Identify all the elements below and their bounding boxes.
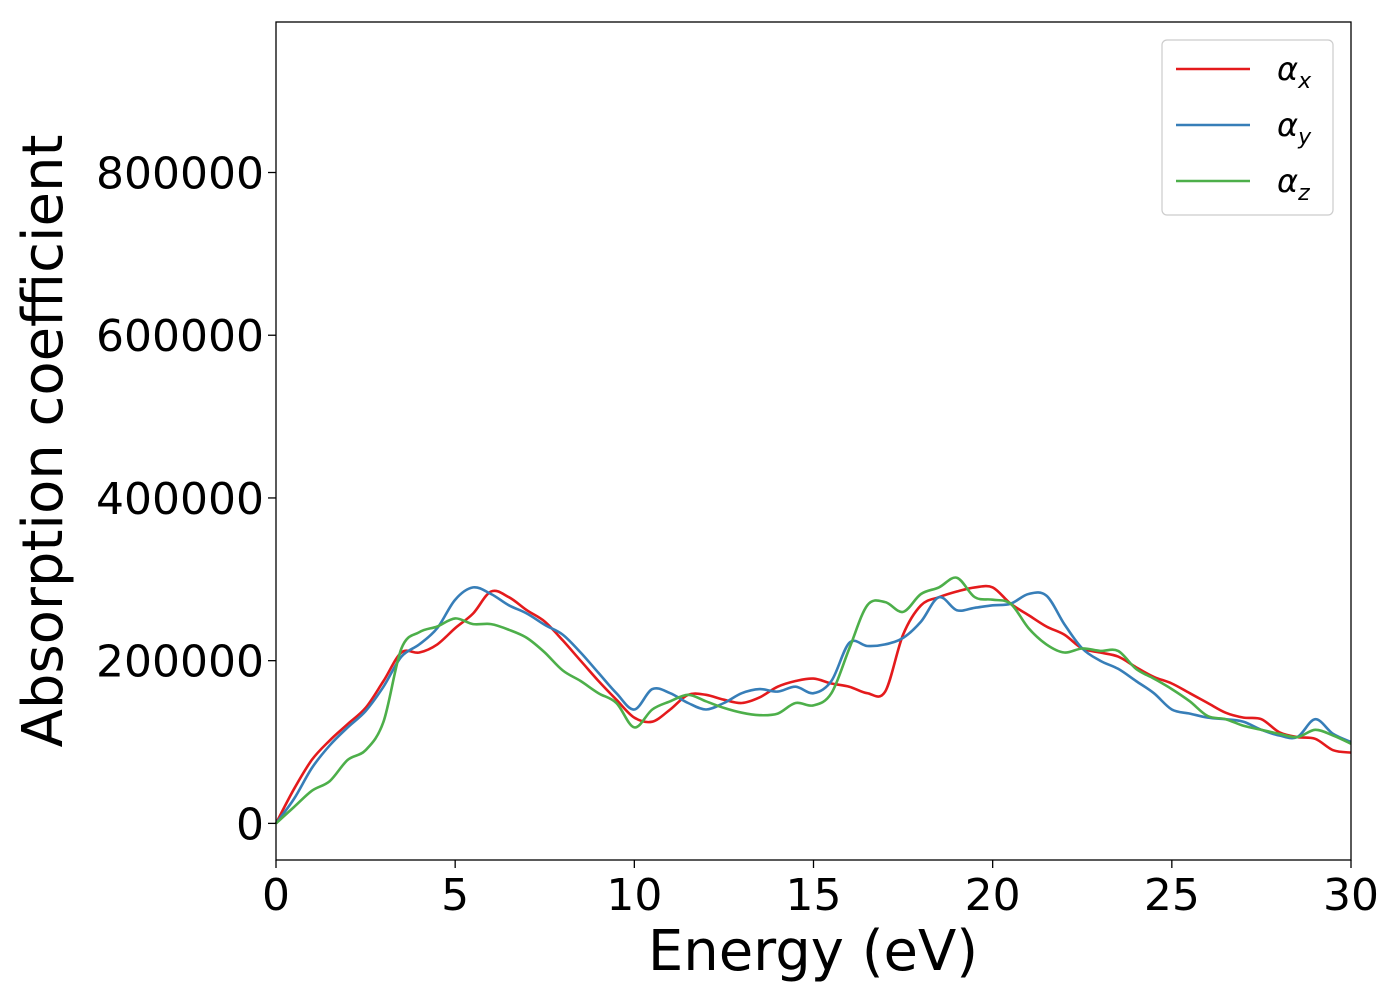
legend: αx αy αz — [1161, 39, 1334, 216]
y-tick-label: 800000 — [96, 149, 264, 200]
x-tick-label: 20 — [965, 870, 1021, 921]
y-tick-label: 200000 — [96, 637, 264, 688]
x-tick-label: 10 — [606, 870, 662, 921]
x-tick-label: 5 — [441, 870, 469, 921]
legend-label-z: αz — [1277, 162, 1310, 206]
x-axis-title: Energy (eV) — [648, 919, 978, 984]
series-line-1 — [274, 584, 1352, 825]
legend-label-y: αy — [1277, 106, 1312, 150]
series-line-3 — [275, 576, 1352, 825]
x-tick-label: 30 — [1323, 870, 1379, 921]
series-layer — [274, 576, 1352, 825]
legend-box — [1161, 39, 1334, 216]
y-tick-label: 600000 — [96, 311, 264, 362]
x-axis: 0 5 10 15 20 25 30 — [262, 860, 1379, 921]
y-axis-title: Absorption coefficient — [11, 135, 76, 748]
y-tick-label: 0 — [236, 799, 264, 850]
series-line-2 — [274, 586, 1352, 825]
y-tick-label: 400000 — [96, 474, 264, 525]
x-tick-label: 15 — [786, 870, 842, 921]
y-axis: 0 200000 400000 600000 800000 — [96, 149, 276, 850]
legend-label-x: αx — [1277, 50, 1312, 94]
x-tick-label: 0 — [262, 870, 290, 921]
x-tick-label: 25 — [1144, 870, 1200, 921]
